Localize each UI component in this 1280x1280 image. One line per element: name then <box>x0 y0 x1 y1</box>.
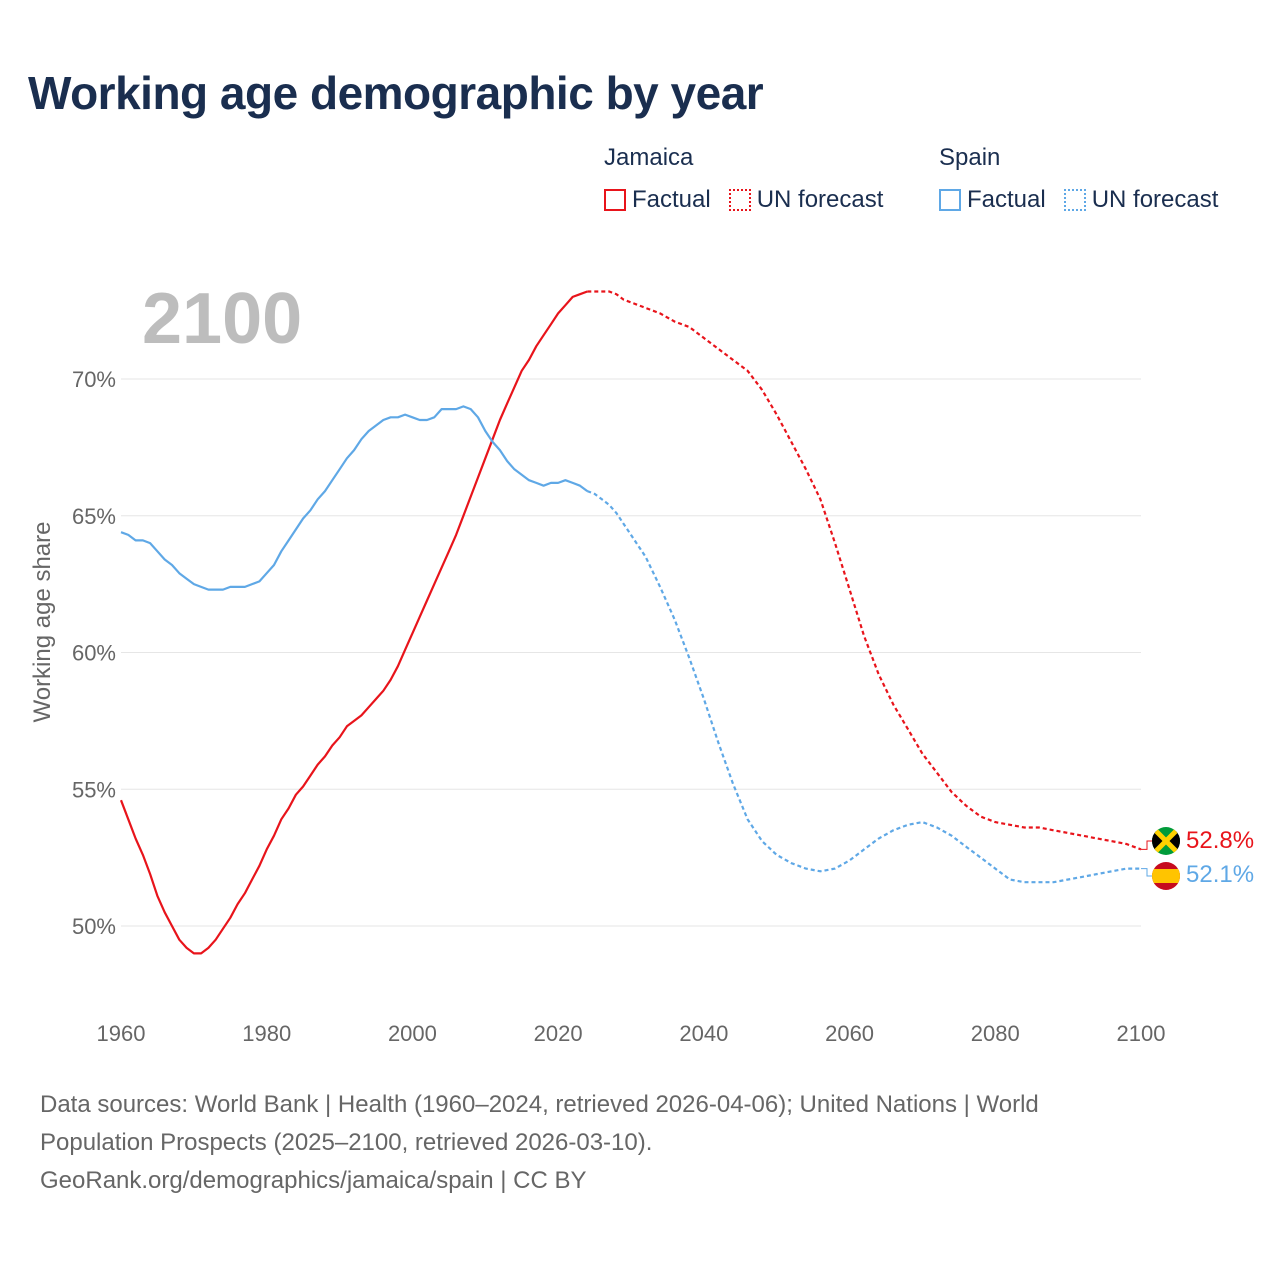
x-tick-label-2100: 2100 <box>1117 1021 1166 1046</box>
flag-spain-body <box>1152 862 1180 890</box>
series-line-spain-factual <box>120 405 588 591</box>
legend-label-jamaica-forecast: UN forecast <box>756 186 884 213</box>
series-line-jamaica-factual <box>119 290 588 955</box>
y-tick-label-50: 50% <box>72 914 116 939</box>
end-value-label-jamaica: 52.8% <box>1186 827 1254 854</box>
x-tick-label-2020: 2020 <box>534 1021 583 1046</box>
flag-jamaica-body <box>1152 827 1180 855</box>
series-line-spain-forecast <box>586 490 1141 884</box>
legend-group-spain: Factual UN forecast <box>939 186 1236 214</box>
legend-group-jamaica: Factual UN forecast <box>604 186 901 214</box>
y-tick-label-60: 60% <box>72 641 116 666</box>
end-value-label-spain: 52.1% <box>1186 861 1254 888</box>
legend-item-spain-factual[interactable]: Factual <box>939 186 1046 214</box>
chart-title: Working age demographic by year <box>28 67 764 119</box>
footer-attribution[interactable]: GeoRank.org/demographics/jamaica/spain |… <box>40 1167 587 1194</box>
end-leader-spain <box>1141 868 1152 877</box>
x-tick-label-2060: 2060 <box>825 1021 874 1046</box>
y-tick-label-65: 65% <box>72 504 116 529</box>
legend-label-spain-factual: Factual <box>967 186 1046 213</box>
x-tick-label-2000: 2000 <box>388 1021 437 1046</box>
legend-item-spain-forecast[interactable]: UN forecast <box>1063 186 1219 214</box>
flag-spain-yellow <box>1152 869 1180 883</box>
flag-jamaica-icon <box>1152 827 1180 855</box>
legend-swatch-jamaica-forecast <box>728 189 751 211</box>
footer-source-line-1: Data sources: World Bank | Health (1960–… <box>40 1091 1039 1118</box>
y-axis-label: Working age share <box>29 522 56 723</box>
flag-spain-icon <box>1152 862 1180 890</box>
legend-item-jamaica-forecast[interactable]: UN forecast <box>728 186 884 214</box>
x-tick-label-1980: 1980 <box>242 1021 291 1046</box>
y-tick-label-55: 55% <box>72 777 116 802</box>
series-lines <box>119 290 1142 955</box>
x-tick-label-2040: 2040 <box>679 1021 728 1046</box>
legend-swatch-spain-factual <box>939 189 961 211</box>
y-tick-label-70: 70% <box>72 367 116 392</box>
x-tick-label-1960: 1960 <box>97 1021 146 1046</box>
end-markers: 52.8% 52.1% <box>1141 827 1254 890</box>
end-leader-jamaica <box>1141 840 1152 850</box>
y-axis-ticks: 50% 55% 60% 65% 70% <box>72 367 116 939</box>
series-line-jamaica-forecast <box>587 290 1142 851</box>
legend-item-jamaica-factual[interactable]: Factual <box>604 186 711 214</box>
legend-label-spain-forecast: UN forecast <box>1091 186 1219 213</box>
footer: Data sources: World Bank | Health (1960–… <box>40 1086 1220 1200</box>
footer-source-line-2: Population Prospects (2025–2100, retriev… <box>40 1129 653 1156</box>
legend-group-spain-title: Spain <box>939 144 1001 171</box>
legend-swatch-spain-forecast <box>1063 189 1086 211</box>
current-year-watermark: 2100 <box>142 279 303 359</box>
flag-jamaica-saltire-b <box>1152 827 1180 855</box>
x-tick-label-2080: 2080 <box>971 1021 1020 1046</box>
legend-label-jamaica-factual: Factual <box>632 186 711 213</box>
legend-group-jamaica-title: Jamaica <box>604 144 694 171</box>
legend-swatch-jamaica-factual <box>604 189 626 211</box>
x-axis-ticks: 1960 1980 2000 2020 2040 2060 2080 2100 <box>97 1021 1166 1046</box>
gridlines <box>121 378 1141 927</box>
